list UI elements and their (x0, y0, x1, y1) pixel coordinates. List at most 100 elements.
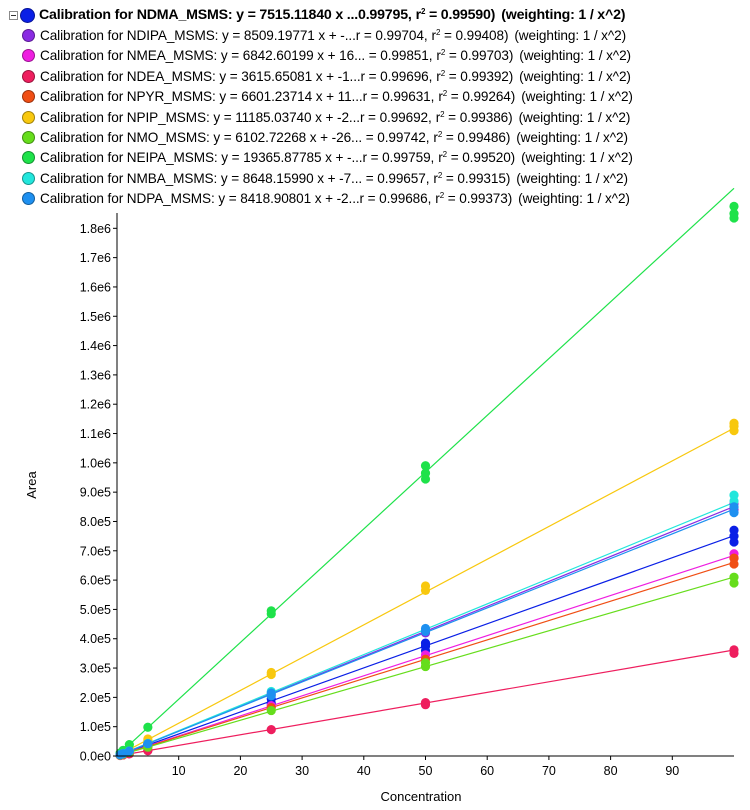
r-symbol: r (436, 68, 441, 84)
y-tick-label: 3.0e5 (80, 662, 111, 676)
data-points (115, 201, 739, 761)
data-point-neipa-msms[interactable] (729, 209, 739, 219)
series-color-swatch (22, 49, 35, 63)
data-point-ndea-msms[interactable] (729, 645, 739, 655)
r-symbol: r (438, 150, 443, 166)
data-point-neipa-msms[interactable] (420, 461, 431, 471)
y-tick-label: 1.5e6 (80, 310, 111, 324)
data-point-ndpa-msms[interactable] (266, 688, 276, 698)
data-point-ndpa-msms[interactable] (420, 623, 431, 634)
y-axis-title: Area (24, 471, 39, 499)
data-point-nmo-msms[interactable] (266, 705, 276, 716)
data-point-nmo-msms[interactable] (420, 658, 431, 668)
legend-item[interactable]: Calibration for NMEA_MSMS: y = 6842.6019… (6, 46, 746, 66)
data-point-ndpa-msms[interactable] (124, 746, 134, 756)
axes (116, 213, 734, 757)
weighting-label: (weighting: 1 / x^2) (518, 109, 631, 125)
collapse-toggle-icon[interactable] (9, 10, 18, 20)
data-point-neipa-msms[interactable] (729, 201, 739, 211)
data-point-neipa-msms[interactable] (420, 468, 431, 478)
series-color-swatch (22, 192, 35, 206)
x-tick-label: 20 (233, 764, 247, 778)
data-point-ndpa-msms[interactable] (729, 502, 739, 512)
x-axis-title: Concentration (381, 789, 462, 804)
x-tick-label: 80 (604, 764, 618, 778)
legend-item[interactable]: Calibration for NDMA_MSMS: y = 7515.1184… (6, 5, 746, 25)
r-squared-value: 0.99264) (462, 89, 516, 105)
r-squared-label: r2 = 0.99590) (415, 7, 496, 24)
x-tick-label: 30 (295, 764, 309, 778)
data-point-nmo-msms[interactable] (729, 572, 739, 582)
y-tick-label: 1.6e6 (80, 280, 111, 294)
r-symbol: r (438, 89, 443, 105)
r-symbol: r (435, 191, 440, 207)
legend-item[interactable]: Calibration for NMO_MSMS: y = 6102.72268… (6, 127, 746, 147)
x-tick-label: 40 (357, 764, 371, 778)
series-color-swatch (22, 110, 35, 124)
y-tick-label: 5.0e5 (80, 603, 111, 617)
data-point-ndea-msms[interactable] (420, 698, 431, 708)
weighting-label: (weighting: 1 / x^2) (519, 48, 631, 64)
legend-item[interactable]: Calibration for NPYR_MSMS: y = 6601.2371… (6, 87, 746, 107)
r-symbol: r (431, 28, 437, 44)
weighting-label: (weighting: 1 / x^2) (521, 150, 633, 166)
legend-item[interactable]: Calibration for NDEA_MSMS: y = 3615.6508… (6, 66, 746, 86)
r-symbol: r (435, 109, 441, 125)
y-tick-label: 2.0e5 (80, 691, 111, 705)
legend-item[interactable]: Calibration for NEIPA_MSMS: y = 19365.87… (6, 148, 746, 168)
y-tick-label: 1.4e6 (80, 339, 111, 353)
data-point-ndma-msms[interactable] (729, 525, 739, 535)
series-color-swatch (22, 151, 35, 165)
series-color-swatch (22, 90, 35, 104)
squared-superscript: 2 (440, 48, 446, 58)
data-point-npip-msms[interactable] (729, 418, 739, 428)
r-squared-label: r2 = 0.99520) (438, 150, 516, 166)
data-point-neipa-msms[interactable] (266, 606, 276, 616)
squared-superscript: 2 (442, 150, 448, 160)
legend-equation: Calibration for NMEA_MSMS: y = 6842.6019… (40, 48, 433, 64)
y-tick-label: 0.0e0 (80, 750, 111, 764)
data-point-nmba-msms[interactable] (729, 490, 739, 500)
series-color-swatch (22, 131, 35, 145)
y-ticks: 0.0e0 1.0e5 2.0e5 3.0e5 4.0e5 5.0e5 6.0e5 7.0e5… (80, 222, 117, 764)
data-point-ndma-msms[interactable] (420, 638, 431, 648)
legend-equation: Calibration for NPYR_MSMS: y = 6601.2371… (40, 89, 435, 105)
y-tick-label: 9.0e5 (80, 486, 111, 500)
legend-equation: Calibration for NDMA_MSMS: y = 7515.1184… (39, 7, 412, 24)
legend-item[interactable]: Calibration for NDIPA_MSMS: y = 8509.197… (6, 25, 746, 45)
legend-item[interactable]: Calibration for NPIP_MSMS: y = 11185.037… (6, 107, 746, 127)
squared-superscript: 2 (437, 170, 443, 180)
data-point-npip-msms[interactable] (420, 581, 431, 591)
data-point-npip-msms[interactable] (266, 667, 276, 678)
squared-superscript: 2 (440, 109, 445, 119)
x-tick-label: 60 (480, 764, 494, 778)
r-squared-value: 0.99590) (440, 7, 496, 24)
y-tick-label: 8.0e5 (80, 515, 111, 529)
data-point-ndpa-msms[interactable] (143, 739, 153, 749)
legend-item[interactable]: Calibration for NDPA_MSMS: y = 8418.9080… (6, 189, 746, 209)
data-point-ndea-msms[interactable] (266, 725, 276, 735)
x-tick-label: 50 (419, 764, 433, 778)
squared-superscript: 2 (437, 130, 443, 140)
r-squared-label: r2 = 0.99373) (435, 191, 513, 207)
legend-item[interactable]: Calibration for NMBA_MSMS: y = 8648.1599… (6, 168, 746, 188)
legend-equation: Calibration for NMO_MSMS: y = 6102.72268… (40, 130, 430, 146)
r-squared-value: 0.99392) (460, 68, 514, 84)
y-tick-label: 1.0e6 (80, 456, 111, 470)
y-tick-label: 1.1e6 (80, 427, 111, 441)
r-squared-value: 0.99373) (459, 191, 513, 207)
weighting-label: (weighting: 1 / x^2) (519, 68, 631, 84)
r-symbol: r (436, 48, 441, 64)
series-color-swatch (22, 29, 35, 43)
r-symbol: r (415, 7, 422, 24)
data-point-npyr-msms[interactable] (729, 553, 739, 563)
weighting-label: (weighting: 1 / x^2) (501, 7, 626, 24)
y-tick-label: 6.0e5 (80, 574, 111, 588)
x-ticks: 10 20 30 40 50 60 70 80 90 (172, 756, 679, 778)
weighting-label: (weighting: 1 / x^2) (516, 130, 628, 146)
r-symbol: r (433, 170, 438, 186)
data-point-neipa-msms[interactable] (143, 722, 153, 732)
weighting-label: (weighting: 1 / x^2) (518, 191, 630, 207)
squared-superscript: 2 (420, 7, 426, 17)
